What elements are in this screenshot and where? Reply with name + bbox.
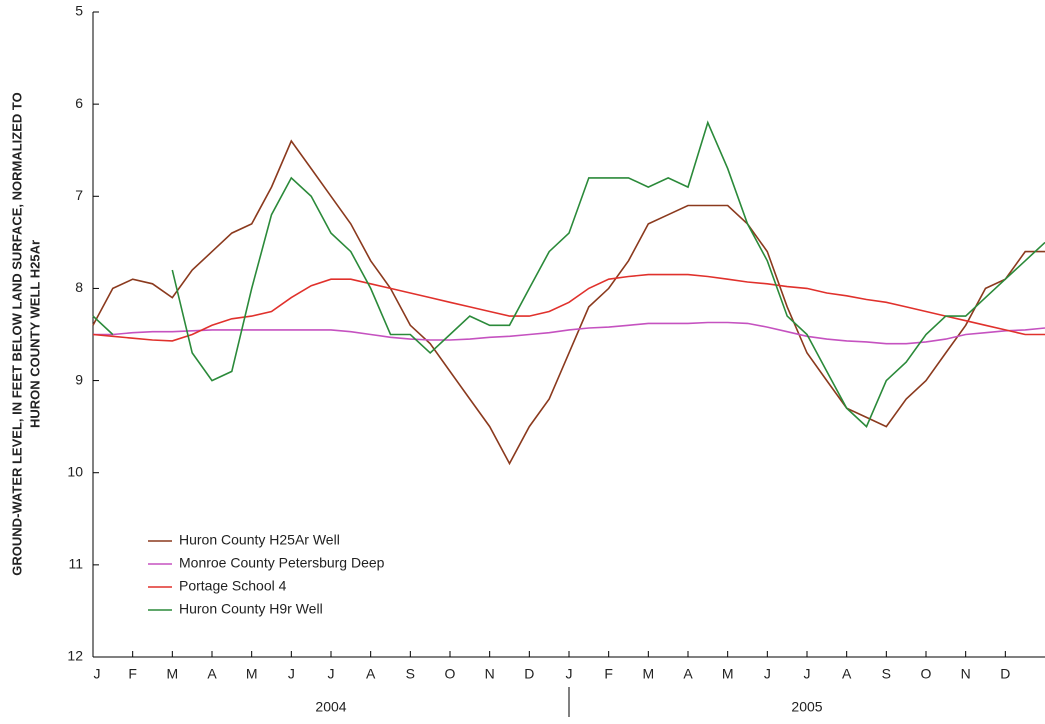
x-tick-label: M bbox=[722, 666, 734, 682]
legend-label: Portage School 4 bbox=[179, 578, 287, 594]
y-tick-label: 7 bbox=[75, 187, 83, 203]
y-axis-label: GROUND-WATER LEVEL, IN FEET BELOW LAND S… bbox=[9, 92, 24, 575]
x-tick-label: J bbox=[566, 666, 573, 682]
x-tick-label: S bbox=[406, 666, 415, 682]
legend-label: Monroe County Petersburg Deep bbox=[179, 555, 385, 571]
x-tick-label: M bbox=[246, 666, 258, 682]
legend-label: Huron County H9r Well bbox=[179, 601, 323, 617]
x-tick-label: A bbox=[366, 666, 376, 682]
y-axis-label: HURON COUNTY WELL H25Ar bbox=[27, 240, 42, 428]
y-tick-label: 9 bbox=[75, 371, 83, 387]
x-tick-label: M bbox=[166, 666, 178, 682]
y-tick-label: 5 bbox=[75, 3, 83, 19]
x-tick-label: D bbox=[524, 666, 534, 682]
series-line bbox=[92, 273, 1045, 342]
x-tick-label: J bbox=[804, 666, 811, 682]
x-tick-label: N bbox=[961, 666, 971, 682]
x-tick-label: M bbox=[642, 666, 654, 682]
x-tick-label: F bbox=[604, 666, 613, 682]
series-line bbox=[92, 139, 1045, 466]
x-tick-label: J bbox=[288, 666, 295, 682]
series-line bbox=[92, 120, 1045, 428]
x-tick-label: A bbox=[207, 666, 217, 682]
y-tick-label: 12 bbox=[67, 648, 83, 664]
x-tick-label: S bbox=[882, 666, 891, 682]
y-tick-label: 11 bbox=[68, 556, 83, 572]
year-label: 2005 bbox=[791, 699, 822, 715]
legend-label: Huron County H25Ar Well bbox=[179, 532, 340, 548]
y-tick-label: 10 bbox=[67, 463, 83, 479]
x-tick-label: A bbox=[842, 666, 852, 682]
x-tick-label: O bbox=[921, 666, 932, 682]
x-tick-label: A bbox=[683, 666, 693, 682]
x-tick-label: N bbox=[485, 666, 495, 682]
x-tick-label: J bbox=[764, 666, 771, 682]
series-line bbox=[93, 321, 1045, 345]
x-tick-label: J bbox=[94, 666, 101, 682]
x-tick-label: D bbox=[1000, 666, 1010, 682]
y-tick-label: 6 bbox=[75, 95, 83, 111]
year-label: 2004 bbox=[315, 699, 346, 715]
y-tick-label: 8 bbox=[75, 279, 83, 295]
x-tick-label: O bbox=[445, 666, 456, 682]
x-tick-label: F bbox=[128, 666, 137, 682]
x-tick-label: J bbox=[328, 666, 335, 682]
